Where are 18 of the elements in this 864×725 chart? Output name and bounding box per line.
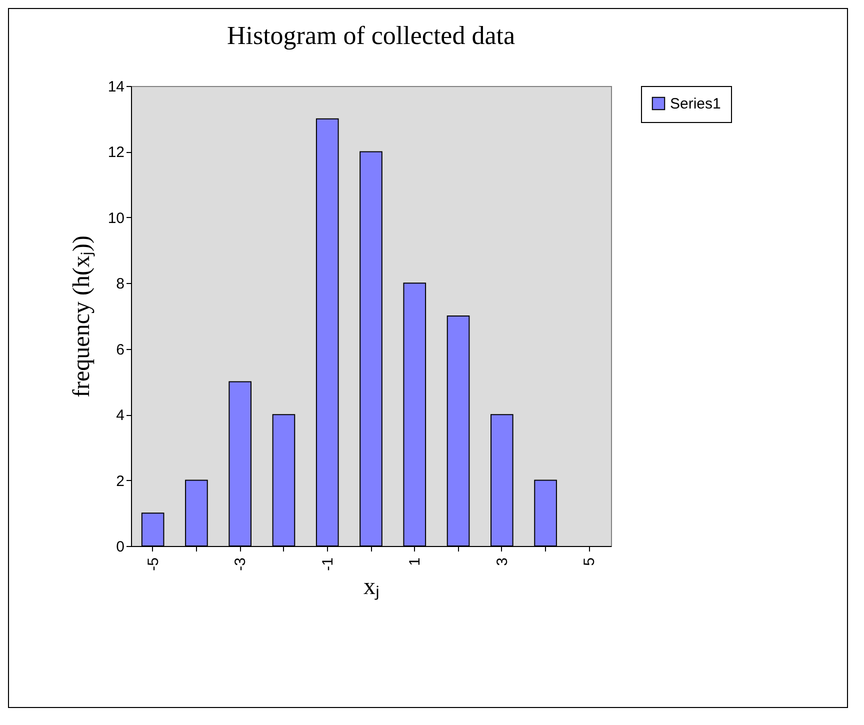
y-tick-label: 6 [116, 341, 124, 358]
x-tick-label: 3 [494, 558, 511, 566]
y-tick-label: 14 [108, 78, 124, 96]
x-tick-label: 1 [406, 558, 424, 566]
x-tick-label: -1 [319, 558, 336, 571]
chart-title: Histogram of collected data [226, 21, 516, 50]
y-tick-label: 10 [108, 210, 124, 227]
y-tick-label: 4 [116, 407, 124, 424]
y-tick-label: 8 [116, 276, 124, 293]
x-axis-title: xⱼ [364, 574, 380, 600]
y-axis-title: frequency (h(xⱼ)) [68, 236, 95, 398]
x-tick-label: -3 [232, 558, 250, 571]
x-tick-label: -5 [144, 558, 162, 571]
y-tick-label: 12 [108, 144, 124, 162]
y-tick-label: 2 [116, 472, 124, 490]
y-tick-label: 0 [116, 538, 124, 556]
legend-label: Series1 [670, 96, 721, 112]
x-tick-label: 5 [581, 558, 598, 566]
